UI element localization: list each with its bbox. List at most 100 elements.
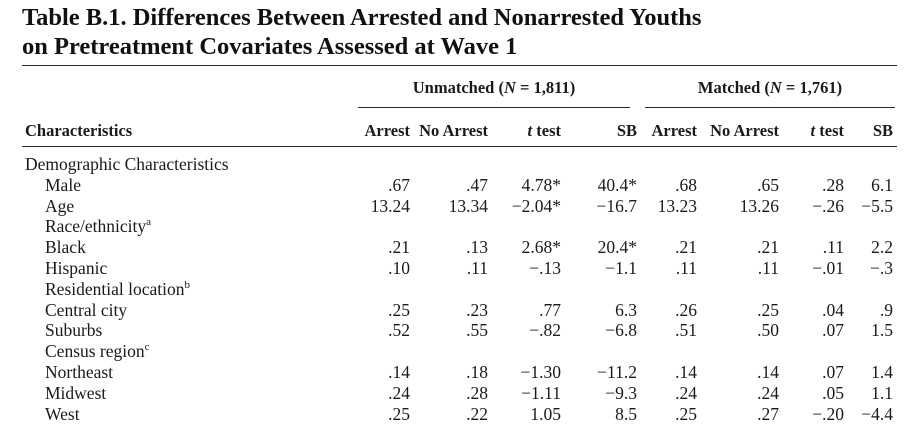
row-label-text: Race/ethnicity xyxy=(45,216,147,237)
cell-sb: −.3 xyxy=(870,258,893,278)
column-header-characteristics: Characteristics xyxy=(25,121,133,140)
cell-t-test: −.01 xyxy=(812,258,844,278)
cell-sb: 1.4 xyxy=(871,362,893,382)
row-label-text: Northeast xyxy=(45,362,114,382)
cell-arrest: .25 xyxy=(388,403,410,424)
cell-sb: 1.1 xyxy=(871,382,893,403)
cell-sb: −9.3 xyxy=(605,382,637,403)
t-symbol: t xyxy=(527,121,533,140)
cell-t-test: −.13 xyxy=(529,258,561,278)
cell-t-test: −1.30 xyxy=(520,362,562,382)
row-label: Hispanic xyxy=(45,258,107,279)
cell-no-arrest: .18 xyxy=(466,362,488,382)
cell-no-arrest: .65 xyxy=(757,174,779,195)
cell-arrest: .21 xyxy=(388,237,410,258)
row-label: Age xyxy=(45,196,74,217)
cell-sb: −6.8 xyxy=(605,320,637,341)
cell-no-arrest: 13.26 xyxy=(739,195,779,216)
group-rule-unmatched xyxy=(358,107,630,108)
cell-sb: 1.5 xyxy=(871,320,893,341)
row-label-text: Census region xyxy=(45,341,145,362)
cell-no-arrest: .25 xyxy=(757,299,779,320)
cell-no-arrest: .28 xyxy=(466,382,488,403)
cell-t-test: .11 xyxy=(822,237,844,258)
cell-no-arrest: .27 xyxy=(757,403,779,424)
cell-sb: −4.4 xyxy=(861,403,893,424)
cell-t-test: .07 xyxy=(822,362,844,382)
row-label-text: Hispanic xyxy=(45,258,108,278)
row-label: Black xyxy=(45,237,86,258)
row-label: Male xyxy=(45,175,81,196)
title-line-1: Table B.1. Differences Between Arrested … xyxy=(22,4,702,31)
row-label: Midwest xyxy=(45,383,106,404)
cell-arrest: .10 xyxy=(388,258,410,278)
row-label-text: Residential location xyxy=(45,278,185,299)
t-symbol: t xyxy=(810,121,816,140)
cell-t-test: 2.68* xyxy=(521,237,561,258)
cell-no-arrest: .11 xyxy=(466,258,488,278)
cell-no-arrest: 13.34 xyxy=(448,195,488,216)
cell-sb: −1.1 xyxy=(605,258,637,278)
cell-no-arrest: .55 xyxy=(466,320,488,341)
column-header-no-arrest: No Arrest xyxy=(710,121,779,140)
cell-no-arrest: .24 xyxy=(757,382,779,403)
cell-t-test: 1.05 xyxy=(530,403,561,424)
top-rule xyxy=(22,65,897,66)
cell-t-test: −2.04* xyxy=(511,195,561,216)
cell-sb: 8.5 xyxy=(615,403,637,424)
cell-t-test: .77 xyxy=(539,299,561,320)
cell-arrest: .24 xyxy=(388,382,410,403)
cell-arrest: .51 xyxy=(675,320,697,341)
cell-arrest: .11 xyxy=(675,258,697,278)
cell-sb: −16.7 xyxy=(596,195,638,216)
title-line-2: on Pretreatment Covariates Assessed at W… xyxy=(22,33,518,60)
cell-no-arrest: .11 xyxy=(757,258,779,278)
cell-arrest: 13.23 xyxy=(657,195,697,216)
cell-arrest: 13.24 xyxy=(370,195,410,216)
cell-t-test: .28 xyxy=(822,174,844,195)
row-label: Census regionc xyxy=(45,341,150,362)
t-test-suffix: test xyxy=(815,121,844,140)
cell-sb: 40.4* xyxy=(597,174,637,195)
cell-arrest: .24 xyxy=(675,382,697,403)
cell-arrest: .14 xyxy=(675,362,697,382)
cell-sb: −5.5 xyxy=(861,195,893,216)
header-rule xyxy=(22,146,897,147)
cell-t-test: −1.11 xyxy=(521,382,561,403)
row-label: Suburbs xyxy=(45,320,102,341)
cell-no-arrest: .14 xyxy=(757,362,779,382)
cell-arrest: .52 xyxy=(388,320,410,341)
column-header-sb: SB xyxy=(616,121,637,140)
cell-t-test: 4.78* xyxy=(521,174,561,195)
cell-sb: 20.4* xyxy=(597,237,637,258)
footnote-marker: c xyxy=(144,341,150,354)
group-header-unmatched: Unmatched (N = 1,811) xyxy=(412,78,576,97)
cell-arrest: .14 xyxy=(388,362,410,382)
cell-no-arrest: .47 xyxy=(466,174,488,195)
footnote-marker: a xyxy=(146,216,151,229)
cell-sb: −11.2 xyxy=(597,362,637,382)
row-label-text: Demographic Characteristics xyxy=(25,154,229,174)
row-label-text: Male xyxy=(45,174,81,195)
row-label-text: Black xyxy=(45,237,86,258)
column-header-t-test: t test xyxy=(528,120,561,141)
cell-sb: 2.2 xyxy=(871,237,893,258)
row-label-text: Suburbs xyxy=(45,320,103,341)
cell-sb: .9 xyxy=(879,299,893,320)
cell-arrest: .68 xyxy=(675,174,697,195)
column-header-no-arrest: No Arrest xyxy=(419,121,488,140)
cell-t-test: .05 xyxy=(822,382,844,403)
t-test-suffix: test xyxy=(532,121,561,140)
group-rule-matched xyxy=(645,107,895,108)
cell-arrest: .67 xyxy=(388,174,410,195)
cell-arrest: .26 xyxy=(675,299,697,320)
cell-no-arrest: .50 xyxy=(757,320,779,341)
row-label: West xyxy=(45,404,80,425)
row-label-text: West xyxy=(45,403,80,424)
table-title-text: Table B.1. Differences Between Arrested … xyxy=(22,3,701,61)
row-label-text: Midwest xyxy=(45,382,107,403)
cell-arrest: .21 xyxy=(675,237,697,258)
cell-arrest: .25 xyxy=(388,299,410,320)
row-label-text: Central city xyxy=(45,299,128,320)
row-label-text: Age xyxy=(45,195,75,216)
